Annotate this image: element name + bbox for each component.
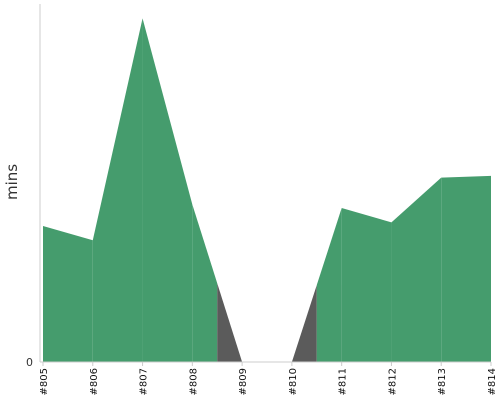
x-tick-label: #810	[288, 368, 299, 395]
x-tick-label: #807	[139, 368, 150, 395]
area-segment	[341, 208, 392, 362]
x-tick-label: #806	[89, 368, 100, 395]
y-tick-label: 0	[26, 356, 33, 369]
y-ticks: 0	[26, 356, 33, 369]
missing-data-region	[217, 283, 243, 362]
x-tick-label: #805	[39, 368, 50, 395]
chart-marks	[43, 18, 491, 362]
area-segment	[192, 204, 218, 362]
area-segment	[441, 175, 491, 362]
area-segment	[142, 18, 193, 362]
area-segment	[391, 177, 442, 362]
x-tick-label: #813	[437, 368, 448, 395]
x-tick-label: #814	[487, 368, 498, 395]
x-tick-label: #809	[238, 368, 249, 395]
missing-data-region	[291, 285, 317, 362]
x-ticks: #805 #806 #807 #808 #809 #810 #811 #812 #813 #814	[39, 362, 498, 395]
area-segment	[316, 208, 342, 362]
y-axis-label: mins	[3, 164, 21, 200]
x-tick-label: #811	[338, 368, 349, 395]
area-segment	[92, 18, 143, 362]
x-tick-label: #808	[188, 368, 199, 395]
area-segment	[43, 225, 93, 362]
x-tick-label: #812	[387, 368, 398, 395]
